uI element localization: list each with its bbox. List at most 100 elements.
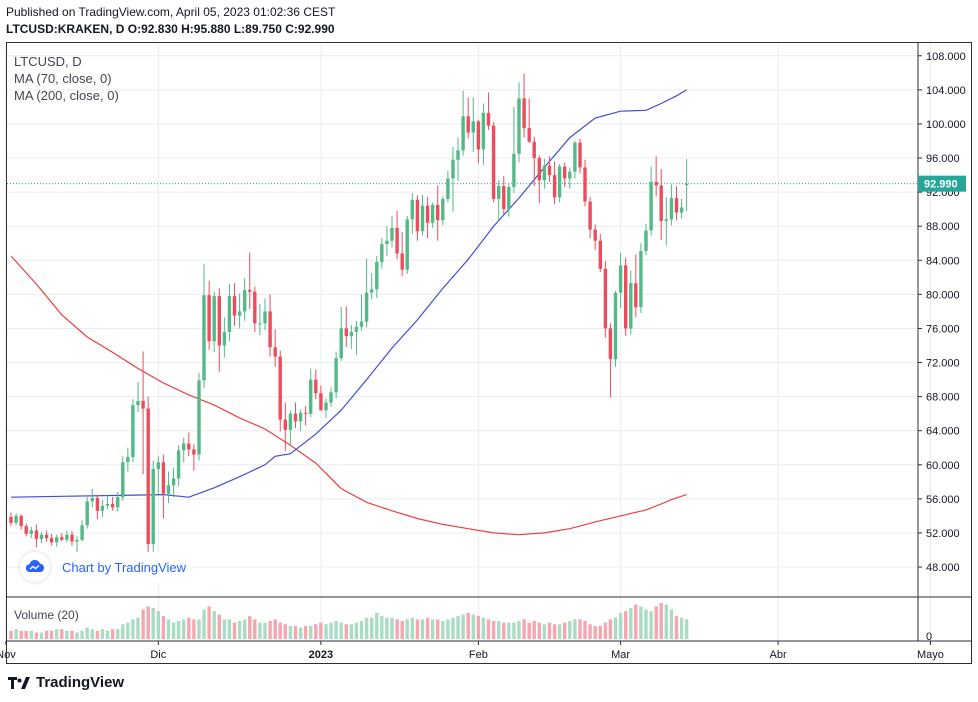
volume-bar [624,611,628,639]
candle-down [278,356,282,420]
candle-down [583,167,587,202]
ohlc-summary: LTCUSD:KRAKEN, D O:92.830 H:95.880 L:89.… [6,22,335,36]
candle-down [436,204,440,221]
tradingview-brand[interactable]: TradingView [8,674,124,691]
time-tick-label: 2023 [309,649,333,661]
candle-up [166,485,171,494]
volume-bar [644,609,648,639]
candle-up [451,159,455,179]
volume-bar [116,629,120,639]
candle-up [517,98,521,154]
ma200-line [10,255,687,536]
candle-up [237,311,242,316]
legend-ma70: MA (70, close, 0) [14,71,112,86]
volume-bar [278,622,282,639]
volume-bar [370,617,374,639]
candle-up [197,380,201,455]
candle-up [329,392,333,403]
candle-up [456,150,460,160]
candle-up [664,219,668,222]
volume-bar [491,621,496,639]
time-tick-label: Mar [611,649,630,661]
candle-down [491,125,496,199]
volume-bar [34,632,39,639]
candle-down [547,165,552,176]
volume-bar [517,621,521,639]
candle-up [202,295,206,381]
candle-up [334,358,338,393]
candle-up [80,525,84,540]
volume-bar [436,619,440,639]
candle-down [283,419,287,430]
volume-bar [563,622,567,639]
candle-up [446,178,450,199]
volume-bar [405,619,409,639]
candle-up [644,230,648,251]
candle-up [405,219,409,270]
price-tick-label: 72.000 [926,358,960,370]
candle-up [105,504,110,506]
candle-down [49,538,54,543]
candle-down [598,240,602,269]
volume-bar [537,622,541,639]
candle-down [532,141,536,158]
candle-down [60,537,64,540]
candle-up [507,187,511,210]
candle-up [354,326,359,332]
candle-up [557,166,562,198]
candle-up [649,181,653,231]
gridlines [5,43,931,641]
legend-symbol: LTCUSD, D [14,54,82,69]
candle-up [29,530,33,534]
price-tick-label: 64.000 [926,426,960,438]
volume-bar [156,611,160,639]
time-tick-label: Abr [770,649,787,661]
volume-bar [344,624,348,639]
candle-down [425,205,430,223]
volume-bar [613,617,618,639]
price-tick-label: 88.000 [926,221,960,233]
candle-up [629,283,633,329]
volume-bar [288,625,293,639]
candle-down [161,462,166,494]
chart-watermark[interactable]: Chart by TradingView [20,552,193,582]
candle-down [319,393,323,411]
candle-down [537,158,541,181]
volume-bar [573,619,577,639]
candle-down [654,181,658,186]
volume-bar [649,611,653,639]
ma200-layer [10,255,687,536]
volume-bar [212,611,216,639]
candle-up [309,379,313,414]
volume-bar [430,619,435,639]
candle-down [207,295,211,342]
candle-down [344,328,348,337]
volume-bar [456,616,460,639]
candle-down [9,516,13,523]
candle-down [552,175,557,198]
candle-up [258,323,262,325]
volume-bar [578,619,582,639]
candle-up [39,534,44,539]
candle-up [176,450,181,479]
candle-down [187,443,191,450]
volume-bar [420,619,425,639]
candle-up [497,186,501,199]
candlestick-series [9,73,689,562]
volume-bar [232,622,237,639]
chart-frame [6,42,972,664]
candle-up [182,443,186,451]
legend-ma200: MA (200, close, 0) [14,88,119,103]
candle-down [314,379,318,394]
volume-bar [9,630,13,639]
volume-bar [248,616,252,639]
candle-down [502,186,506,210]
volume-bar [684,619,689,639]
volume-bar [593,625,597,639]
volume-bar [222,619,227,639]
volume-bar [674,616,679,639]
candle-up [573,142,577,172]
candle-down [24,526,28,534]
candle-down [232,296,237,316]
